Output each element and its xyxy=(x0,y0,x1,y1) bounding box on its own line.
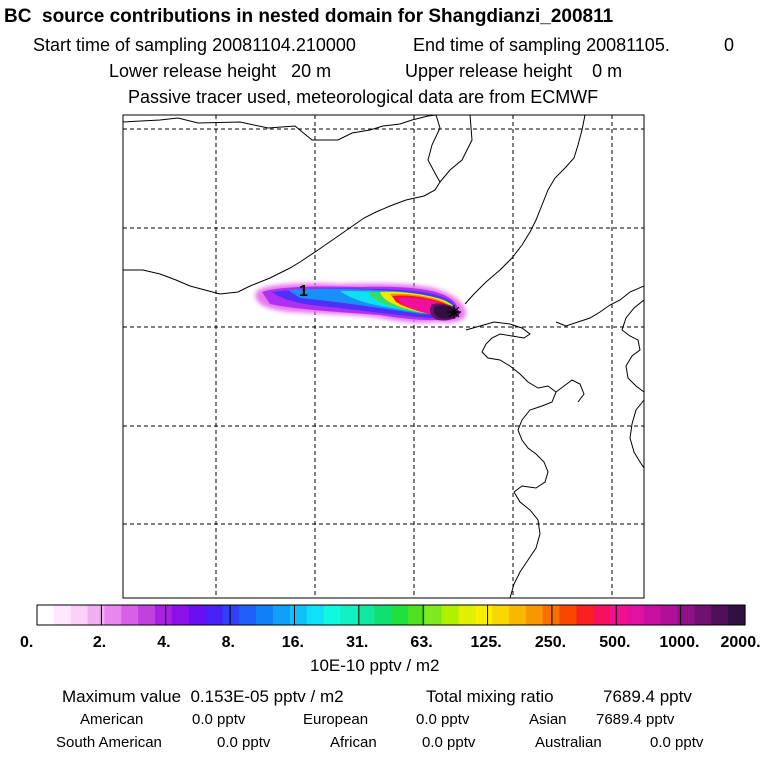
graticule xyxy=(123,115,644,598)
region-name: American xyxy=(80,711,144,728)
colorbar-cell xyxy=(239,605,257,625)
colorbar-cell xyxy=(53,605,72,625)
colorbar-cell xyxy=(458,605,476,625)
colorbar-cell xyxy=(87,605,106,625)
total-mixing-label: Total mixing ratio xyxy=(426,687,554,706)
sampling-end-value: 0 xyxy=(724,35,735,55)
colorbar-cell xyxy=(627,605,645,625)
colorbar xyxy=(36,604,746,626)
colorbar-cell xyxy=(391,605,409,625)
colorbar-tick-label: 16. xyxy=(281,634,304,651)
colorbar-cell xyxy=(559,605,578,625)
region-name: European xyxy=(303,711,369,728)
colorbar-cell xyxy=(256,605,274,625)
colorbar-cell xyxy=(643,605,662,625)
country-borders xyxy=(123,115,644,327)
sampling-end: End time of sampling 20081105. xyxy=(413,35,670,55)
colorbar-cell xyxy=(593,605,611,625)
colorbar-cell xyxy=(711,605,729,625)
colorbar-cell xyxy=(171,605,190,625)
region-value: 0.0 pptv xyxy=(192,711,246,728)
colorbar-tick-label: 8. xyxy=(221,634,235,651)
colorbar-cell xyxy=(424,605,443,625)
colorbar-cell xyxy=(70,605,89,625)
lower-release-height: Lower release height 20 m xyxy=(109,61,332,81)
region-value: 0.0 pptv xyxy=(422,734,476,751)
colorbar-cell xyxy=(576,605,594,625)
receptor-star xyxy=(447,305,461,319)
colorbar-tick-label: 4. xyxy=(157,634,171,651)
plume-label: 1 xyxy=(299,283,308,300)
total-mixing-value: 7689.4 pptv xyxy=(603,687,692,706)
colorbar-tick-label: 31. xyxy=(346,634,369,651)
map-frame xyxy=(122,114,645,599)
map-area: 1 xyxy=(123,115,644,598)
colorbar-cell xyxy=(138,605,156,625)
sampling-start: Start time of sampling 20081104.210000 xyxy=(33,35,356,55)
colorbar-cell xyxy=(188,605,207,625)
colorbar-tick-label: 1000. xyxy=(659,634,700,651)
colorbar-cell xyxy=(273,605,291,625)
colorbar-cell xyxy=(37,605,55,625)
colorbar-cell xyxy=(728,605,746,625)
colorbar-cell xyxy=(441,605,460,625)
colorbar-cell xyxy=(289,605,308,625)
colorbar-cell xyxy=(155,605,173,625)
colorbar-cell xyxy=(306,605,325,625)
colorbar-cell xyxy=(323,605,342,625)
region-name: Australian xyxy=(535,734,602,751)
colorbar-cell xyxy=(475,605,493,625)
colorbar-cell xyxy=(222,605,240,625)
region-value: 0.0 pptv xyxy=(416,711,470,728)
plot-title: BC source contributions in nested domain… xyxy=(4,6,614,27)
colorbar-cell xyxy=(509,605,527,625)
colorbar-frame xyxy=(36,604,746,626)
colorbar-cell xyxy=(677,605,696,625)
colorbar-cell xyxy=(492,605,510,625)
region-name: South American xyxy=(56,734,162,751)
colorbar-unit: 10E-10 pptv / m2 xyxy=(310,656,440,675)
colorbar-cell xyxy=(121,605,139,625)
colorbar-tick-label: 63. xyxy=(410,634,433,651)
colorbar-tick-label: 2000. xyxy=(720,634,761,651)
region-value: 7689.4 pptv xyxy=(596,711,675,728)
maximum-value: Maximum value 0.153E-05 pptv / m2 xyxy=(62,687,344,706)
region-value: 0.0 pptv xyxy=(217,734,271,751)
colorbar-cell xyxy=(694,605,712,625)
colorbar-cell xyxy=(357,605,375,625)
region-name: Asian xyxy=(529,711,567,728)
colorbar-tick-label: 2. xyxy=(92,634,107,651)
concentration-plume xyxy=(255,283,466,323)
colorbar-cell xyxy=(407,605,426,625)
colorbar-cell xyxy=(205,605,224,625)
tracer-note: Passive tracer used, meteorological data… xyxy=(128,87,599,107)
colorbar-tick-label: 250. xyxy=(534,634,567,651)
coastline xyxy=(465,299,644,598)
colorbar-cell xyxy=(340,605,358,625)
colorbar-cell xyxy=(610,605,628,625)
region-value: 0.0 pptv xyxy=(650,734,704,751)
upper-release-height: Upper release height 0 m xyxy=(405,61,623,81)
colorbar-tick-label: 0. xyxy=(20,634,34,651)
colorbar-cell xyxy=(660,605,679,625)
colorbar-tick-label: 125. xyxy=(470,634,502,651)
colorbar-cell xyxy=(104,605,122,625)
colorbar-cell xyxy=(374,605,392,625)
colorbar-tick-label: 500. xyxy=(599,634,631,651)
colorbar-cell xyxy=(525,605,544,625)
region-name: African xyxy=(330,734,377,751)
